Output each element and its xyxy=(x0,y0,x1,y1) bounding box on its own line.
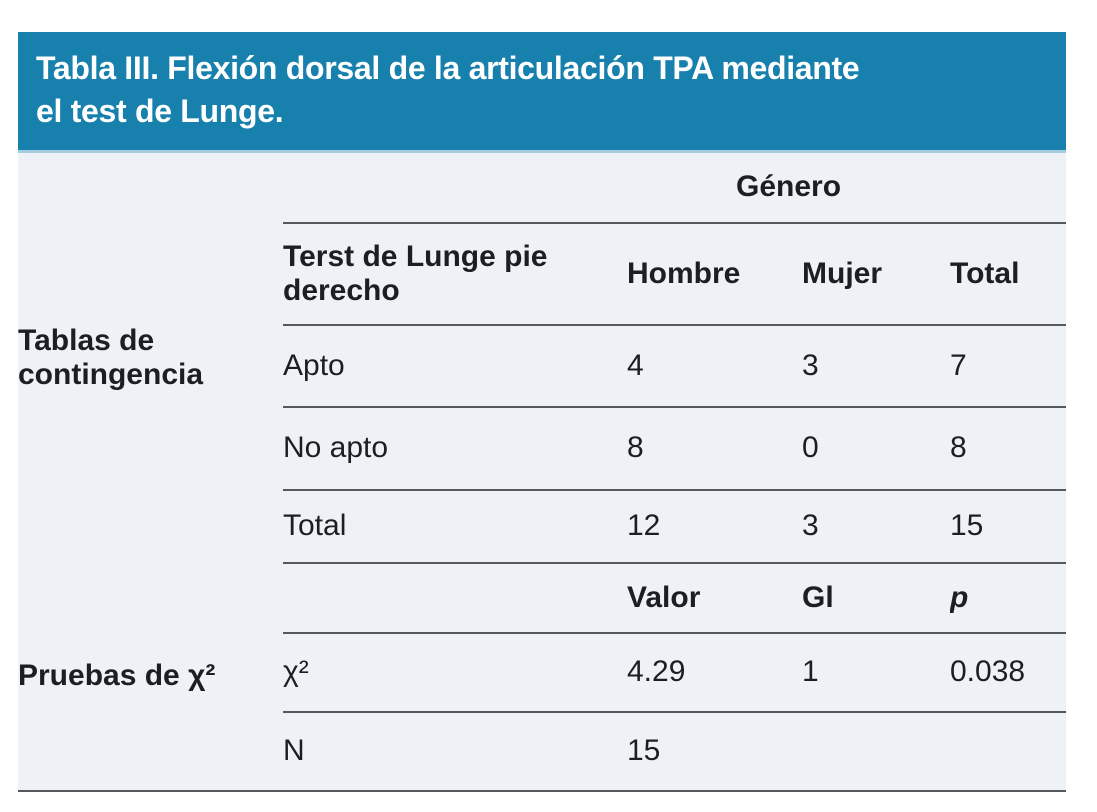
row-label-no-apto: No apto xyxy=(283,407,627,491)
chi-section-label: Pruebas de χ² xyxy=(18,659,216,693)
cell-total-hombre: 12 xyxy=(627,490,802,564)
spacer-cell xyxy=(283,563,627,634)
cell-n-p xyxy=(950,712,1066,790)
genero-group-row: Tablas de contingencia Género xyxy=(18,153,1066,391)
cell-n-gl xyxy=(802,712,950,790)
column-header-valor: Valor xyxy=(627,563,802,634)
column-header-mujer: Mujer xyxy=(802,223,950,326)
cell-total-total: 15 xyxy=(950,490,1066,564)
table-title-bar: Tabla III. Flexión dorsal de la articula… xyxy=(18,32,1066,153)
cell-noapto-hombre: 8 xyxy=(627,407,802,491)
cell-apto-hombre: 4 xyxy=(627,325,802,408)
table-area: Tablas de contingencia Género Terst de L… xyxy=(18,153,1066,792)
cell-total-mujer: 3 xyxy=(802,490,950,564)
contingency-header-row: Terst de Lunge pie derecho Hombre Mujer … xyxy=(18,223,1066,326)
cell-chi-valor: 4.29 xyxy=(627,633,802,713)
table-card: Tabla III. Flexión dorsal de la articula… xyxy=(18,32,1066,792)
statistics-table: Tablas de contingencia Género Terst de L… xyxy=(18,153,1066,790)
row-label-total: Total xyxy=(283,490,627,564)
table-row-total: Total 12 3 15 xyxy=(18,490,1066,564)
column-header-p: p xyxy=(950,563,1066,634)
chi-header-row: Pruebas de χ² Valor Gl p xyxy=(18,563,1066,692)
spacer-cell xyxy=(283,153,627,224)
genero-group-header: Género xyxy=(627,153,950,224)
contingency-section-label: Tablas de contingencia xyxy=(18,323,204,392)
table-row-no-apto: No apto 8 0 8 xyxy=(18,407,1066,491)
cell-noapto-mujer: 0 xyxy=(802,407,950,491)
column-header-hombre: Hombre xyxy=(627,223,802,326)
cell-n-valor: 15 xyxy=(627,734,661,768)
row-label-apto: Apto xyxy=(283,325,627,408)
cell-noapto-total: 8 xyxy=(950,407,1066,491)
table-title-line2: el test de Lunge. xyxy=(36,93,284,129)
column-header-gl: Gl xyxy=(802,563,950,634)
cell-apto-total: 7 xyxy=(950,325,1066,408)
cell-chi-gl: 1 xyxy=(802,633,950,713)
row-label-chi-square: χ² xyxy=(283,633,627,713)
cell-chi-p: 0.038 xyxy=(950,633,1066,713)
column-header-total: Total xyxy=(950,223,1066,326)
cell-apto-mujer: 3 xyxy=(802,325,950,408)
contingency-row-header: Terst de Lunge pie derecho xyxy=(283,223,627,326)
table-row-apto: Apto 4 3 7 xyxy=(18,325,1066,408)
table-row-n: N 15 xyxy=(18,712,1066,790)
table-title-line1: Tabla III. Flexión dorsal de la articula… xyxy=(36,50,860,86)
table-row-chi-square: χ² 4.29 1 0.038 xyxy=(18,633,1066,713)
row-label-n: N xyxy=(283,734,305,768)
spacer-cell xyxy=(950,153,1066,224)
